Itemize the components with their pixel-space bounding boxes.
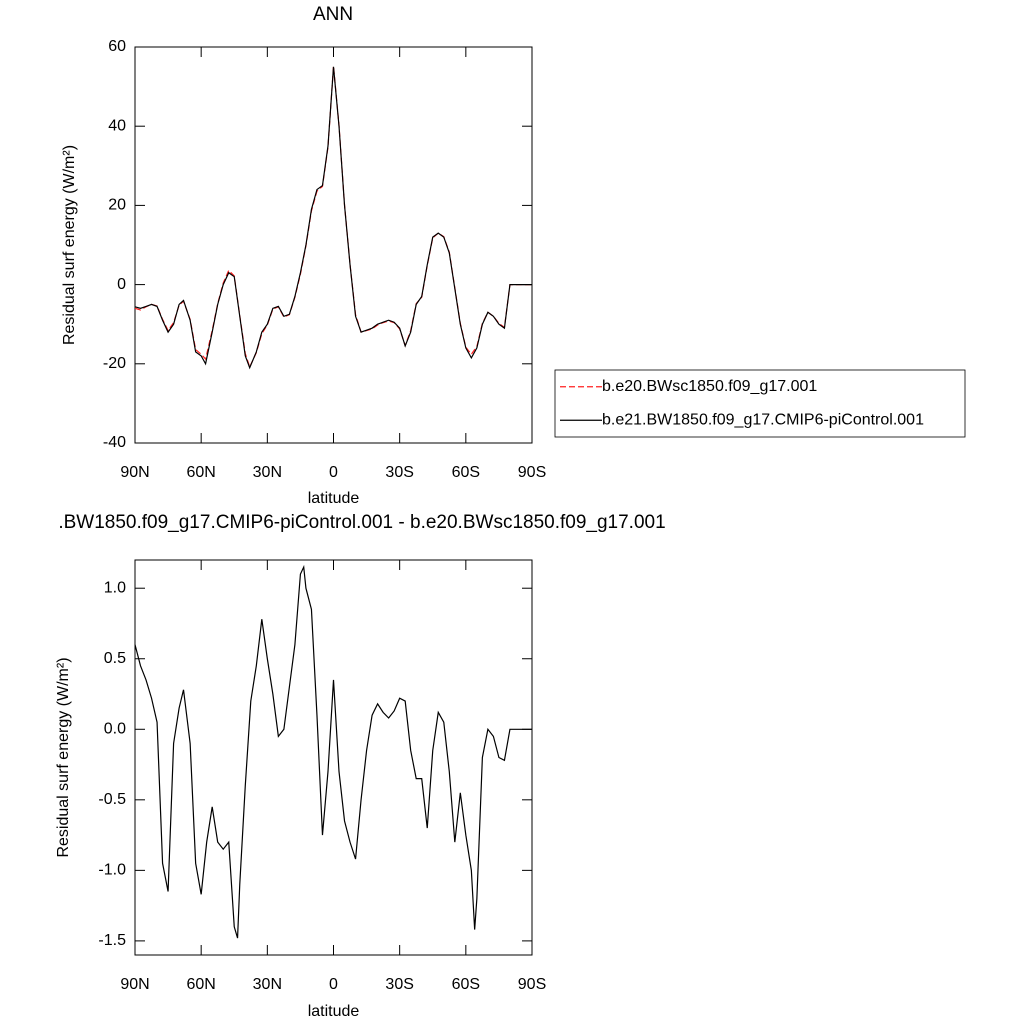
chart-title: ANN — [313, 4, 353, 25]
x-axis-label: latitude — [308, 490, 360, 507]
y-tick-label: 0.5 — [104, 650, 126, 667]
y-tick-label: 40 — [108, 117, 126, 134]
y-tick-label: 60 — [108, 38, 126, 55]
x-tick-label: 0 — [329, 464, 338, 481]
x-tick-label: 90S — [518, 976, 546, 993]
x-tick-label: 0 — [329, 976, 338, 993]
y-tick-label: 0.0 — [104, 721, 126, 738]
x-tick-label: 30N — [253, 464, 282, 481]
data-line — [134, 564, 532, 939]
chart-title: .BW1850.f09_g17.CMIP6-piControl.001 - b.… — [58, 512, 665, 533]
y-tick-label: 1.0 — [104, 579, 126, 596]
y-tick-label: -1.0 — [98, 862, 126, 879]
y-tick-label: -0.5 — [98, 791, 126, 808]
x-tick-label: 90N — [120, 976, 149, 993]
y-tick-label: 0 — [117, 276, 126, 293]
data-line — [134, 66, 532, 370]
legend-label: b.e21.BW1850.f09_g17.CMIP6-piControl.001 — [602, 411, 924, 428]
plot-frame — [134, 46, 533, 444]
x-tick-label: 90N — [120, 464, 149, 481]
x-tick-label: 60N — [186, 976, 215, 993]
y-tick-label: -1.5 — [98, 932, 126, 949]
x-tick-label: 30N — [253, 976, 282, 993]
x-tick-label: 30S — [385, 976, 413, 993]
y-axis-label: Residual surf energy (W/m²) — [61, 145, 78, 345]
x-tick-label: 60S — [452, 464, 480, 481]
y-axis-label: Residual surf energy (W/m²) — [55, 657, 72, 857]
legend-box — [554, 369, 966, 438]
legend-label: b.e20.BWsc1850.f09_g17.001 — [602, 378, 817, 395]
y-tick-label: -20 — [103, 355, 126, 372]
y-tick-label: 20 — [108, 197, 126, 214]
x-tick-label: 60S — [452, 976, 480, 993]
y-tick-label: -40 — [103, 434, 126, 451]
x-axis-label: latitude — [308, 1003, 360, 1020]
data-line — [134, 65, 532, 369]
x-tick-label: 60N — [186, 464, 215, 481]
x-tick-label: 90S — [518, 464, 546, 481]
x-tick-label: 30S — [385, 464, 413, 481]
